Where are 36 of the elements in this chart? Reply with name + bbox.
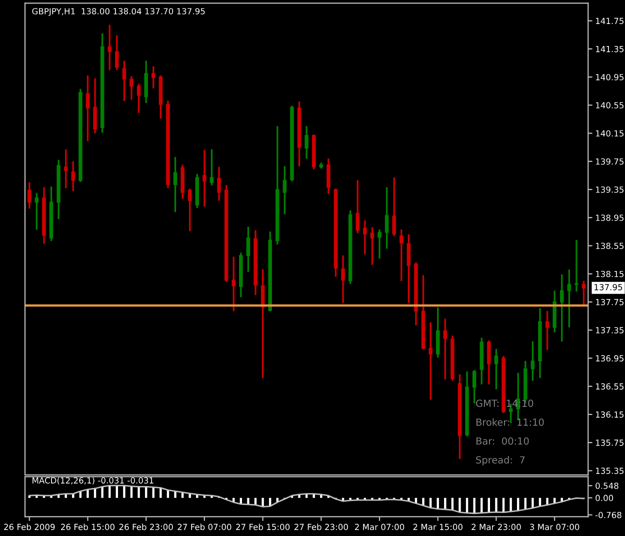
x-tick-label: 2 Mar 23:00 <box>472 524 521 530</box>
y-tick-label: 137.75 <box>596 298 624 306</box>
x-tick-label: 27 Feb 23:00 <box>294 524 348 530</box>
y-tick-label: 136.15 <box>596 411 624 418</box>
y-tick-label: 140.55 <box>596 102 624 108</box>
y-tick-label: 0.00 <box>596 494 614 502</box>
x-tick-label: 3 Mar 07:00 <box>530 524 580 530</box>
x-tick-label: 26 Feb 2009 <box>4 524 55 530</box>
x-tick-label: 27 Feb 07:00 <box>178 524 232 530</box>
y-tick-label: 135.75 <box>596 440 624 446</box>
x-tick-label: 26 Feb 15:00 <box>61 524 115 530</box>
text: GBPJPY,H1 138.00 138.04 137.70 137.95 <box>32 8 205 16</box>
x-tick-label: 26 Feb 23:00 <box>119 524 173 530</box>
y-tick-label: 136.55 <box>596 383 624 390</box>
y-tick-label: 139.75 <box>596 158 624 165</box>
text: 137.95 <box>594 284 622 290</box>
y-tick-label: 141.75 <box>596 18 624 24</box>
y-tick-label: 138.15 <box>596 270 624 278</box>
chart-title: MACD(12,26,1) -0.031 -0.031 <box>32 477 154 485</box>
y-tick-label: -0.768 <box>595 512 622 518</box>
y-tick-label: 140.95 <box>596 74 624 80</box>
y-tick-label: 138.55 <box>596 242 624 250</box>
y-tick-label: 135.35 <box>596 468 624 474</box>
y-tick-label: 136.95 <box>596 355 624 362</box>
y-tick-label: 140.15 <box>596 130 624 137</box>
y-tick-label: 137.35 <box>596 327 624 334</box>
y-tick-label: 139.35 <box>596 186 624 193</box>
x-tick-label: 2 Mar 15:00 <box>413 524 462 530</box>
y-tick-label: 0.548 <box>596 482 618 489</box>
annotation: Bar: 00:10 <box>476 437 529 445</box>
y-tick-label: 141.35 <box>596 46 624 52</box>
y-tick-label: 138.95 <box>596 214 624 221</box>
annotation: Broker: 11:10 <box>476 418 544 426</box>
x-tick-label: 27 Feb 15:00 <box>236 524 290 530</box>
x-tick-label: 2 Mar 07:00 <box>354 524 404 530</box>
annotation: Spread: 7 <box>476 456 525 466</box>
